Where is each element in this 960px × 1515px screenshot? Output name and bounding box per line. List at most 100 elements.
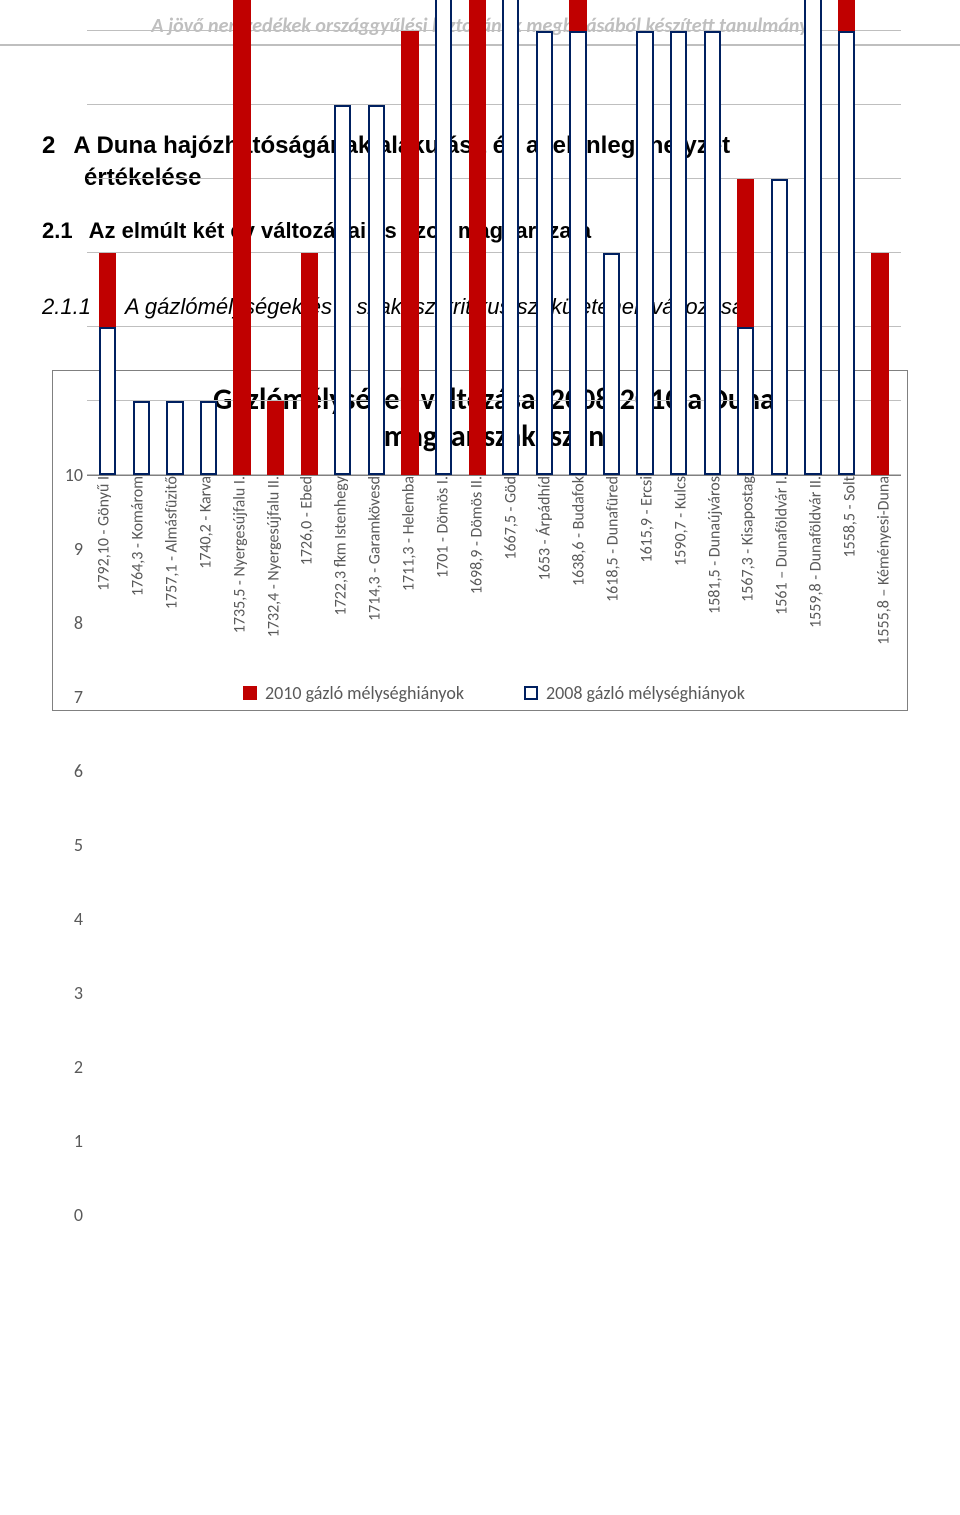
- bar-chart: 012345678910 Gázlómélységek változásai 2…: [52, 370, 908, 711]
- x-tick-label: 1618,5 - Dunafüred: [603, 476, 622, 602]
- x-tick-label: 1555,8 – Kéményesi-Duna: [875, 476, 894, 645]
- chart-x-axis: 1792,10 - Gönyű I 1764,3 - Komárom 1757,1 …: [87, 476, 901, 676]
- x-tick-slot: 1726,0 - Ebed: [291, 476, 325, 676]
- x-tick-slot: 1638,6 - Budafok: [562, 476, 596, 676]
- bar-2010: [401, 31, 418, 475]
- bar-2008: [569, 31, 586, 475]
- y-tick-label: 9: [74, 538, 83, 560]
- x-tick-label: 1698,9 - Dömös II.: [468, 476, 487, 594]
- y-tick-label: 2: [74, 1056, 83, 1078]
- heading-2-number: 2: [42, 132, 55, 160]
- x-tick-label: 1732,4 - Nyergesújfalu II.: [264, 476, 283, 637]
- gridline: [87, 30, 901, 31]
- x-tick-slot: 1558,5 - Solt: [833, 476, 867, 676]
- bar-2010: [267, 401, 284, 475]
- chart-y-axis: 012345678910: [59, 381, 87, 476]
- x-tick-label: 1764,3 - Komárom: [128, 476, 147, 596]
- x-tick-slot: 1764,3 - Komárom: [121, 476, 155, 676]
- bar-2008: [804, 0, 821, 475]
- x-tick-label: 1590,7 - Kulcs: [671, 476, 690, 566]
- gridline: [87, 104, 901, 105]
- bar-2008: [636, 31, 653, 475]
- chart-legend: 2010 gázló mélységhiányok 2008 gázló mél…: [87, 682, 901, 704]
- y-tick-label: 10: [65, 464, 83, 486]
- y-tick-label: 3: [74, 982, 83, 1004]
- x-tick-slot: 1735,5 - Nyergesújfalu I.: [223, 476, 257, 676]
- x-tick-label: 1667,5 - Göd: [502, 476, 521, 560]
- x-tick-slot: 1732,4 - Nyergesújfalu II.: [257, 476, 291, 676]
- legend-item-2008: 2008 gázló mélységhiányok: [524, 682, 745, 704]
- x-tick-label: 1559,8 - Dunaföldvár II.: [807, 476, 826, 628]
- legend-swatch-filled: [243, 686, 257, 700]
- x-tick-slot: 1555,8 – Kéményesi-Duna: [867, 476, 901, 676]
- y-tick-label: 6: [74, 760, 83, 782]
- heading-3-number: 2.1: [42, 218, 73, 244]
- x-tick-label: 1711,3 - Helemba: [400, 476, 419, 591]
- x-tick-label: 1740,2 - Karva: [196, 476, 215, 569]
- bar-2008: [502, 0, 519, 475]
- bar-2008: [435, 0, 452, 475]
- x-tick-label: 1567,3 - Kisapostag: [739, 476, 758, 602]
- x-tick-slot: 1561 – Dunaföldvár I.: [765, 476, 799, 676]
- x-tick-label: 1714,3 - Garamkövesd: [366, 476, 385, 621]
- x-tick-label: 1792,10 - Gönyű I: [94, 476, 113, 591]
- x-tick-label: 1701 - Dömös I.: [434, 476, 453, 578]
- x-tick-slot: 1615,9 - Ercsi: [630, 476, 664, 676]
- y-tick-label: 1: [74, 1130, 83, 1152]
- bar-2010: [301, 253, 318, 475]
- x-tick-slot: 1722,3 fkm Istenhegy: [324, 476, 358, 676]
- x-tick-label: 1581,5 - Dunaújváros: [705, 476, 724, 614]
- legend-label-2008: 2008 gázló mélységhiányok: [546, 682, 745, 704]
- x-tick-label: 1735,5 - Nyergesújfalu I.: [230, 476, 249, 633]
- x-tick-label: 1615,9 - Ercsi: [637, 476, 656, 563]
- bar-2008: [704, 31, 721, 475]
- y-tick-label: 5: [74, 834, 83, 856]
- x-tick-label: 1757,1 - Almásfüzitő: [162, 476, 181, 609]
- legend-item-2010: 2010 gázló mélységhiányok: [243, 682, 464, 704]
- bar-2008: [200, 401, 217, 475]
- bar-2008: [771, 179, 788, 475]
- bar-2008: [166, 401, 183, 475]
- bar-2008: [368, 105, 385, 475]
- bar-2008: [99, 327, 116, 475]
- x-tick-label: 1726,0 - Ebed: [298, 476, 317, 565]
- bar-2008: [603, 253, 620, 475]
- y-tick-label: 4: [74, 908, 83, 930]
- x-tick-slot: 1567,3 - Kisapostag: [732, 476, 766, 676]
- bar-2008: [536, 31, 553, 475]
- x-tick-slot: 1581,5 - Dunaújváros: [698, 476, 732, 676]
- x-tick-slot: 1757,1 - Almásfüzitő: [155, 476, 189, 676]
- bar-2008: [737, 327, 754, 475]
- heading-2-text-line1: A Duna hajózhatóságának alakulása és a j…: [73, 132, 918, 160]
- x-tick-slot: 1701 - Dömös I.: [426, 476, 460, 676]
- legend-swatch-outline: [524, 686, 538, 700]
- x-tick-label: 1722,3 fkm Istenhegy: [332, 476, 351, 615]
- x-tick-slot: 1653 - Árpádhíd: [528, 476, 562, 676]
- x-tick-slot: 1618,5 - Dunafüred: [596, 476, 630, 676]
- bar-2010: [871, 253, 888, 475]
- bar-2008: [334, 105, 351, 475]
- x-tick-slot: 1711,3 - Helemba: [392, 476, 426, 676]
- y-tick-label: 7: [74, 686, 83, 708]
- x-tick-slot: 1740,2 - Karva: [189, 476, 223, 676]
- bar-2010: [469, 0, 486, 475]
- y-tick-label: 0: [74, 1204, 83, 1226]
- x-tick-slot: 1667,5 - Göd: [494, 476, 528, 676]
- page-content: 2 A Duna hajózhatóságának alakulása és a…: [0, 52, 960, 711]
- x-tick-label: 1561 – Dunaföldvár I.: [773, 476, 792, 615]
- bar-2010: [233, 0, 250, 475]
- x-tick-slot: 1698,9 - Dömös II.: [460, 476, 494, 676]
- bar-2008: [838, 31, 855, 475]
- x-tick-slot: 1559,8 - Dunaföldvár II.: [799, 476, 833, 676]
- bar-2008: [133, 401, 150, 475]
- x-tick-label: 1558,5 - Solt: [841, 476, 860, 558]
- x-tick-label: 1653 - Árpádhíd: [535, 476, 554, 580]
- chart-plot-row: 012345678910 Gázlómélységek változásai 2…: [59, 381, 901, 476]
- x-tick-slot: 1590,7 - Kulcs: [664, 476, 698, 676]
- x-tick-slot: 1714,3 - Garamkövesd: [358, 476, 392, 676]
- legend-label-2010: 2010 gázló mélységhiányok: [265, 682, 464, 704]
- x-tick-slot: 1792,10 - Gönyű I: [87, 476, 121, 676]
- x-tick-label: 1638,6 - Budafok: [569, 476, 588, 586]
- y-tick-label: 8: [74, 612, 83, 634]
- bar-2008: [670, 31, 687, 475]
